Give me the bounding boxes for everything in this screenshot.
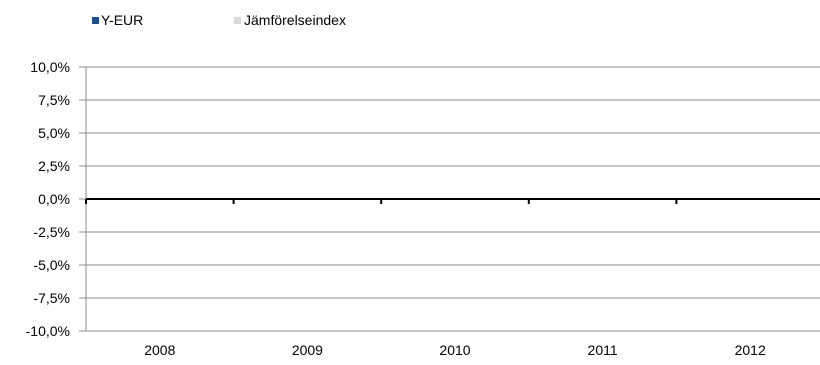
x-tick-label: 2011 [588,342,618,358]
legend-label-jamforelseindex: Jämförelseindex [244,12,346,28]
y-tick-label: 7,5% [38,92,70,108]
axes [79,66,820,332]
y-axis-tick-labels: 10,0% 7,5% 5,0% 2,5% 0,0% -2,5% -5,0% -7,5% -10,… [26,59,70,339]
y-tick-label: -2,5% [33,224,70,240]
x-tick-label: 2008 [144,342,175,358]
y-tick-label: -10,0% [26,323,70,339]
legend-label-y-eur: Y-EUR [101,12,143,28]
x-axis-tick-labels: 2008 2009 2010 2011 2012 [144,342,766,358]
y-tick-label: 5,0% [38,125,70,141]
legend-swatch-jamforelseindex [234,17,241,24]
x-tick-label: 2009 [292,342,323,358]
gridlines [86,66,820,332]
x-tick-label: 2010 [439,342,470,358]
y-tick-label: -5,0% [33,257,70,273]
y-tick-label: -7,5% [33,290,70,306]
y-tick-label: 0,0% [38,191,70,207]
y-tick-label: 2,5% [38,158,70,174]
legend-swatch-y-eur [92,17,99,24]
legend: Y-EUR Jämförelseindex [92,12,346,28]
x-tick-label: 2012 [735,342,766,358]
y-tick-label: 10,0% [30,59,70,75]
